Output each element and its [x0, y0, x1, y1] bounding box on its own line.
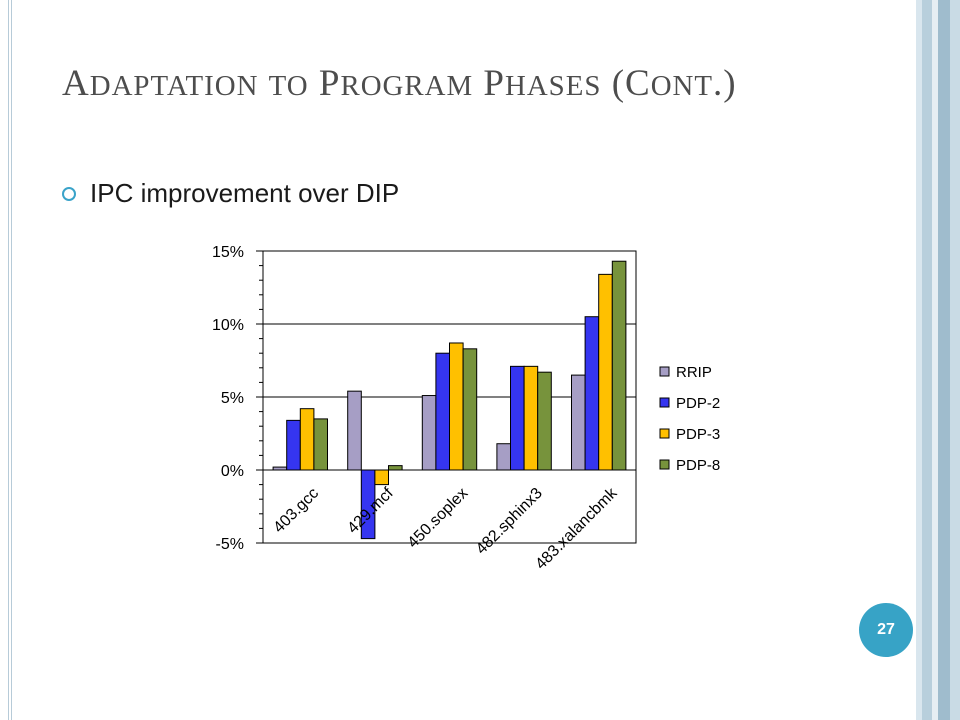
slide-title: ADAPTATION TO PROGRAM PHASES (CONT.) [62, 62, 737, 105]
bullet-item: IPC improvement over DIP [62, 178, 399, 209]
bar-pdp-2 [510, 365, 525, 471]
legend-label-rrip: RRIP [676, 364, 712, 381]
bar-pdp-3 [374, 469, 389, 486]
bar-pdp-8 [537, 371, 552, 471]
y-tick-label: 0% [221, 463, 244, 480]
legend-swatch-pdp-8 [659, 459, 670, 470]
slide-frame-left [8, 0, 12, 720]
x-category-label: 450.soplex [405, 485, 472, 552]
bar-pdp-8 [462, 348, 478, 471]
legend-swatch-rrip [659, 366, 670, 377]
bar-pdp-8 [611, 260, 627, 471]
bar-rrip [571, 374, 586, 471]
bar-pdp-2 [584, 316, 600, 471]
bullet-text: IPC improvement over DIP [90, 178, 400, 208]
bar-rrip [421, 395, 437, 471]
x-category-label: 483.xalancbmk [532, 484, 621, 573]
bar-pdp-2 [435, 352, 450, 471]
bar-pdp-3 [523, 365, 539, 471]
bar-pdp-3 [449, 342, 464, 471]
bar-pdp-3 [598, 273, 613, 471]
x-category-label: 482.sphinx3 [473, 485, 546, 558]
slide-title-text: ADAPTATION TO PROGRAM PHASES (CONT.) [62, 63, 737, 104]
legend-swatch-pdp-2 [659, 397, 670, 408]
bar-rrip [496, 443, 511, 471]
bar-rrip [347, 390, 362, 471]
y-tick-label: 5% [221, 390, 244, 407]
bar-pdp-8 [388, 465, 403, 471]
legend-label-pdp-3: PDP-3 [676, 426, 720, 443]
bar-pdp-3 [299, 408, 315, 471]
y-tick-label: 15% [212, 244, 244, 261]
legend-label-pdp-2: PDP-2 [676, 395, 720, 412]
bar-pdp-8 [313, 418, 328, 471]
bar-pdp-2 [286, 419, 301, 471]
ring-bullet-icon [62, 186, 76, 201]
legend-swatch-pdp-3 [659, 428, 670, 439]
page-number-badge: 27 [859, 603, 913, 657]
y-tick-label: -5% [216, 536, 244, 553]
legend-label-pdp-8: PDP-8 [676, 457, 720, 474]
x-category-label: 403.gcc [270, 485, 322, 537]
slide-frame-right [916, 0, 960, 720]
y-tick-label: 10% [212, 317, 244, 334]
